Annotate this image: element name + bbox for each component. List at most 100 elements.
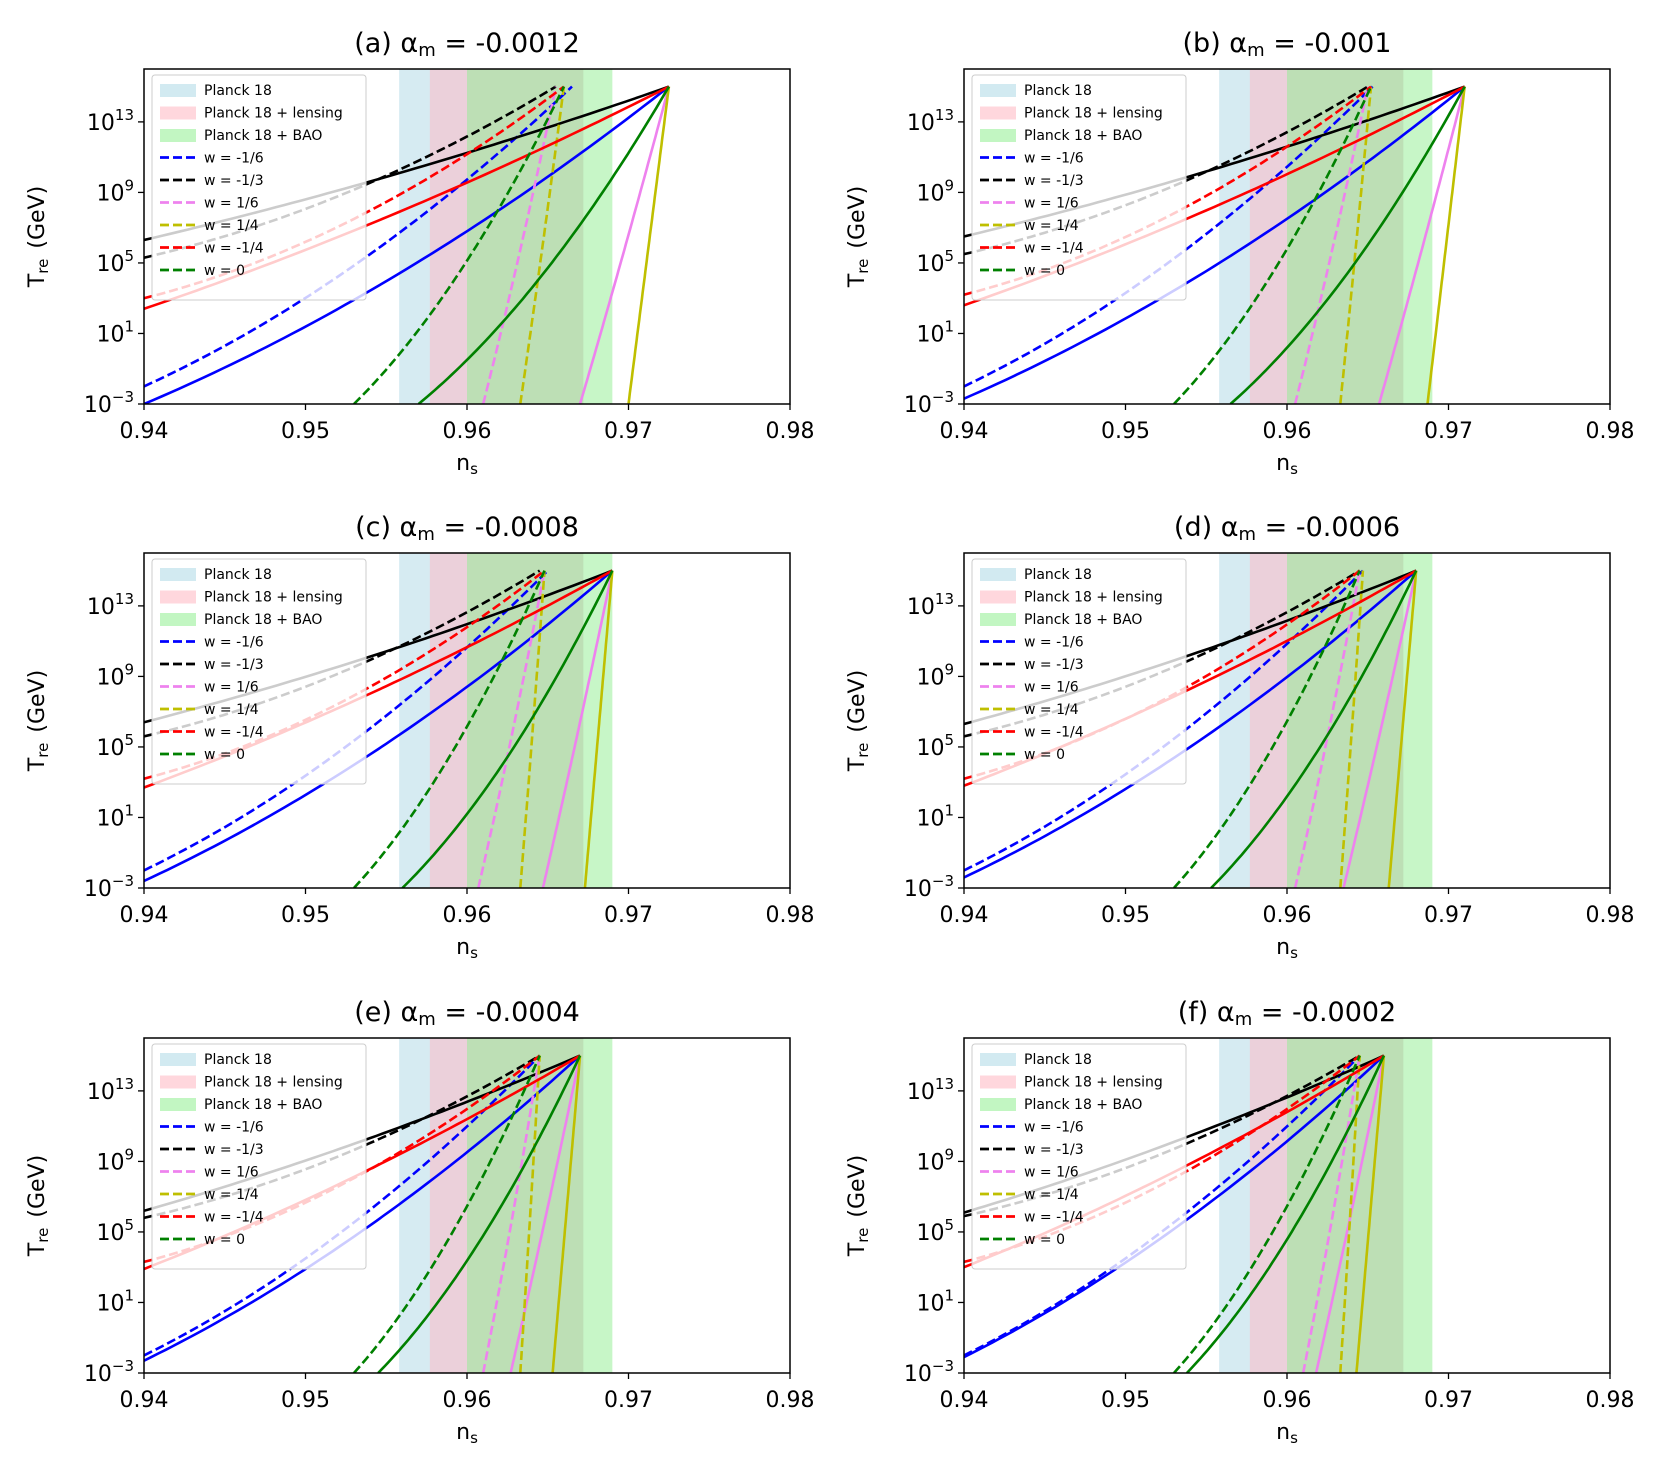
legend-swatch-1: [980, 106, 1016, 120]
x-tick-label: 0.96: [443, 419, 492, 444]
legend: Planck 18 Planck 18 + lensing Planck 18 + …: [151, 74, 367, 301]
y-tick-label: 1013: [907, 590, 954, 620]
series-w16-solid: [578, 86, 671, 404]
x-axis-label: ns: [1276, 1420, 1298, 1447]
x-tick-label: 0.96: [1263, 419, 1312, 444]
y-tick-label: 109: [96, 176, 134, 206]
legend-swatch-1: [160, 590, 196, 604]
legend-frame: [971, 74, 1187, 301]
chart-panel-f: Planck 18 Planck 18 + lensing Planck 18 + …: [845, 997, 1634, 1447]
legend: Planck 18 Planck 18 + lensing Planck 18 + …: [971, 1043, 1187, 1270]
series-w14-dash: [1339, 570, 1365, 888]
y-tick-label: 10−3: [904, 1357, 954, 1387]
x-tick-label: 0.97: [1424, 903, 1473, 928]
y-tick-label: 1013: [907, 106, 954, 136]
y-tick-label: 101: [916, 801, 954, 831]
y-tick-label: 1013: [87, 106, 134, 136]
series-w16-solid: [1377, 86, 1466, 404]
legend-swatch-0: [160, 1053, 196, 1066]
chart-panel-b: Planck 18 Planck 18 + lensing Planck 18 + …: [845, 28, 1634, 478]
y-tick-label: 101: [96, 801, 134, 831]
x-tick-label: 0.94: [120, 419, 169, 444]
legend-label: Planck 18 + lensing: [204, 590, 343, 606]
x-tick-label: 0.95: [1101, 419, 1150, 444]
series-w16-dash: [1301, 1055, 1361, 1373]
series-w-16-solid: [964, 569, 1418, 879]
band-planck-18-bao: [467, 69, 613, 404]
y-tick-label: 10−3: [904, 388, 954, 418]
legend-swatch-1: [160, 1075, 196, 1089]
chart-title: (b) αm = -0.001: [1183, 28, 1392, 61]
series-w16-solid: [541, 570, 614, 888]
y-tick-label: 109: [916, 176, 954, 206]
legend-label: Planck 18 + lensing: [204, 1075, 343, 1091]
x-tick-label: 0.98: [1586, 419, 1635, 444]
legend-label: Planck 18 + lensing: [1024, 106, 1163, 122]
x-tick-label: 0.98: [766, 903, 815, 928]
x-tick-label: 0.98: [766, 419, 815, 444]
x-tick-label: 0.98: [766, 1388, 815, 1413]
x-tick-label: 0.97: [604, 903, 653, 928]
series-w0-dash: [1173, 86, 1373, 404]
legend: Planck 18 Planck 18 + lensing Planck 18 + …: [971, 558, 1187, 785]
series-w16-dash: [481, 86, 558, 404]
chart-panel-d: Planck 18 Planck 18 + lensing Planck 18 + …: [845, 512, 1634, 962]
legend-label: Planck 18 + BAO: [204, 1097, 322, 1113]
legend-label: w = -1/4: [204, 241, 264, 257]
y-tick-label: 105: [96, 247, 134, 277]
legend-frame: [971, 1043, 1187, 1270]
legend-label: Planck 18 + BAO: [1024, 1097, 1142, 1113]
legend-label: w = 1/6: [204, 1165, 259, 1181]
legend-swatch-2: [980, 613, 1016, 626]
legend-label: w = 1/6: [204, 680, 259, 696]
y-tick-label: 109: [916, 660, 954, 690]
y-tick-label: 109: [916, 1145, 954, 1175]
series-w16-solid: [509, 1055, 582, 1373]
series-w14-solid: [551, 1055, 582, 1373]
series-w14-dash: [519, 570, 546, 888]
legend-label: w = -1/6: [1024, 635, 1084, 651]
legend-label: Planck 18 + BAO: [1024, 612, 1142, 628]
series-w14-solid: [627, 86, 671, 404]
series-w0-dash: [1173, 570, 1361, 888]
legend-label: w = 1/4: [204, 702, 259, 718]
legend-label: w = 1/6: [1024, 1165, 1079, 1181]
y-tick-label: 109: [96, 1145, 134, 1175]
series-w0-solid: [1210, 570, 1418, 888]
legend-label: w = -1/3: [204, 657, 264, 673]
legend-label: w = 1/6: [204, 196, 259, 212]
legend-label: w = -1/6: [204, 151, 264, 167]
x-tick-label: 0.97: [1424, 1388, 1473, 1413]
legend-frame: [151, 558, 367, 785]
legend-swatch-0: [160, 84, 196, 97]
chart-panel-e: Planck 18 Planck 18 + lensing Planck 18 + …: [25, 997, 814, 1447]
legend-label: w = 0: [1024, 747, 1065, 763]
legend-label: w = 0: [1024, 1232, 1065, 1248]
x-tick-label: 0.95: [281, 419, 330, 444]
legend-label: w = -1/4: [1024, 725, 1084, 741]
legend-swatch-1: [160, 106, 196, 120]
y-tick-label: 1013: [907, 1075, 954, 1105]
series-w-16-solid: [144, 85, 670, 404]
y-tick-label: 105: [916, 1216, 954, 1246]
series-w0-solid: [417, 85, 671, 404]
chart-title: (a) αm = -0.0012: [354, 28, 580, 61]
legend-label: Planck 18 + BAO: [204, 128, 322, 144]
series-w16-dash: [1293, 570, 1361, 888]
x-tick-label: 0.98: [1586, 903, 1635, 928]
series-w14-solid: [583, 570, 614, 888]
y-tick-label: 105: [916, 731, 954, 761]
legend-label: w = -1/4: [204, 725, 264, 741]
y-tick-label: 1013: [87, 590, 134, 620]
series-w-16-solid: [964, 85, 1466, 400]
x-tick-label: 0.95: [1101, 1388, 1150, 1413]
x-tick-label: 0.94: [940, 419, 989, 444]
y-axis-label: Tre(GeV): [25, 186, 52, 288]
series-w0-dash: [353, 1055, 541, 1373]
y-tick-label: 105: [96, 1216, 134, 1246]
x-tick-label: 0.96: [1263, 1388, 1312, 1413]
x-axis-label: ns: [456, 451, 478, 478]
x-tick-label: 0.94: [940, 1388, 989, 1413]
y-axis-label: Tre(GeV): [845, 186, 872, 288]
legend-swatch-1: [980, 590, 1016, 604]
